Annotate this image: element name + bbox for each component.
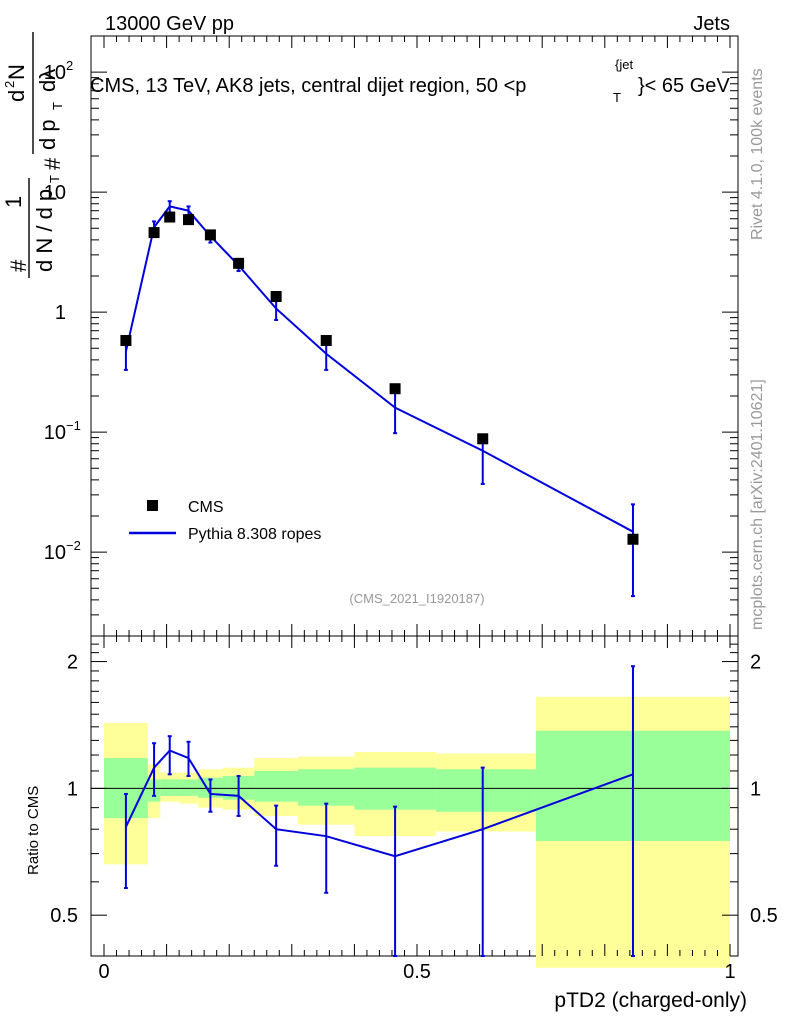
y-tick-label: 10 [44,182,66,204]
ylabel-num: d [4,90,29,102]
ratio-y-tick-label-right: 2 [750,652,761,674]
legend-cms-label: CMS [188,499,224,516]
rivet-version: Rivet 4.1.0, 100k events [749,68,766,240]
ylabel-den: d N / d p [32,189,57,272]
cms-data-point [120,335,132,347]
cms-data-point [389,383,401,395]
band-inner-3 [179,779,198,796]
cms-data-point [627,533,639,545]
legend-cms-marker [147,500,158,511]
x-tick-label: 0.5 [403,961,431,983]
analysis-watermark: (CMS_2021_I1920187) [349,591,484,606]
y-tick-label: 1 [55,302,66,324]
ratio-y-tick-label-right: 1 [750,778,761,800]
ylabel-two: 2 [2,81,17,88]
band-inner-7 [298,769,355,806]
cms-data-point [320,335,332,347]
title-sub: T [613,90,621,105]
ylabel-den2: d p [35,119,60,150]
ylabel-t1: T [47,175,62,183]
ylabel-one: 1 [1,196,26,208]
y-tick-label: 10 [44,62,66,84]
y-tick-label: 10 [44,542,66,564]
ratio-bands [104,696,730,968]
ratio-layer [91,665,738,957]
title-tail: }< 65 GeV [638,75,730,97]
plot-title: CMS, 13 TeV, AK8 jets, central dijet reg… [90,57,730,105]
cms-data-point [270,290,282,302]
x-tick-label: 0 [98,961,109,983]
y-tick-label: 10 [44,422,66,444]
band-inner-2 [160,779,180,796]
ratio-y-tick-label-right: 0.5 [750,905,778,927]
band-inner-6 [254,770,299,802]
ratio-y-tick-label: 0.5 [50,905,78,927]
cms-data-point [164,211,176,223]
y-tick-exponent: −1 [66,418,81,433]
ylabel-n: N [4,64,29,80]
ratio-plot-frame [90,635,739,957]
main-layer [120,200,639,598]
y-axis-label: # 1 d N / d p T # d 2 N d p T dλ [1,32,65,278]
source-label: mcplots.cern.ch [arXiv:2401.10621] [749,379,766,630]
ratio-y-tick-label: 1 [67,778,78,800]
cms-data-point [477,433,489,445]
cms-data-point [204,229,216,241]
main-plot-frame [90,35,739,637]
ylabel-hash-left: # [6,259,31,272]
band-inner-9 [435,769,536,812]
title-sup: {jet [615,57,633,72]
cms-data-point [148,227,160,239]
header-left: 13000 GeV pp [105,13,234,35]
x-tick-label: 1 [724,961,735,983]
title-main: CMS, 13 TeV, AK8 jets, central dijet reg… [90,75,526,97]
ratio-axis-label: Ratio to CMS [25,786,42,875]
pythia-line [124,205,634,533]
cms-data-point [233,257,245,269]
legend: CMS Pythia 8.308 ropes [129,499,321,543]
header-right: Jets [693,13,730,35]
ratio-y-tick-label: 2 [67,652,78,674]
ylabel-t2: T [50,102,65,110]
y-tick-exponent: −2 [66,538,81,553]
x-axis-label: pTD2 (charged-only) [554,989,747,1012]
y-tick-exponent: 2 [66,58,73,73]
legend-pythia-label: Pythia 8.308 ropes [188,526,321,543]
ylabel-lambda: dλ [35,69,60,92]
ylabel-hash-right: # [40,157,65,170]
cms-data-point [183,214,195,226]
